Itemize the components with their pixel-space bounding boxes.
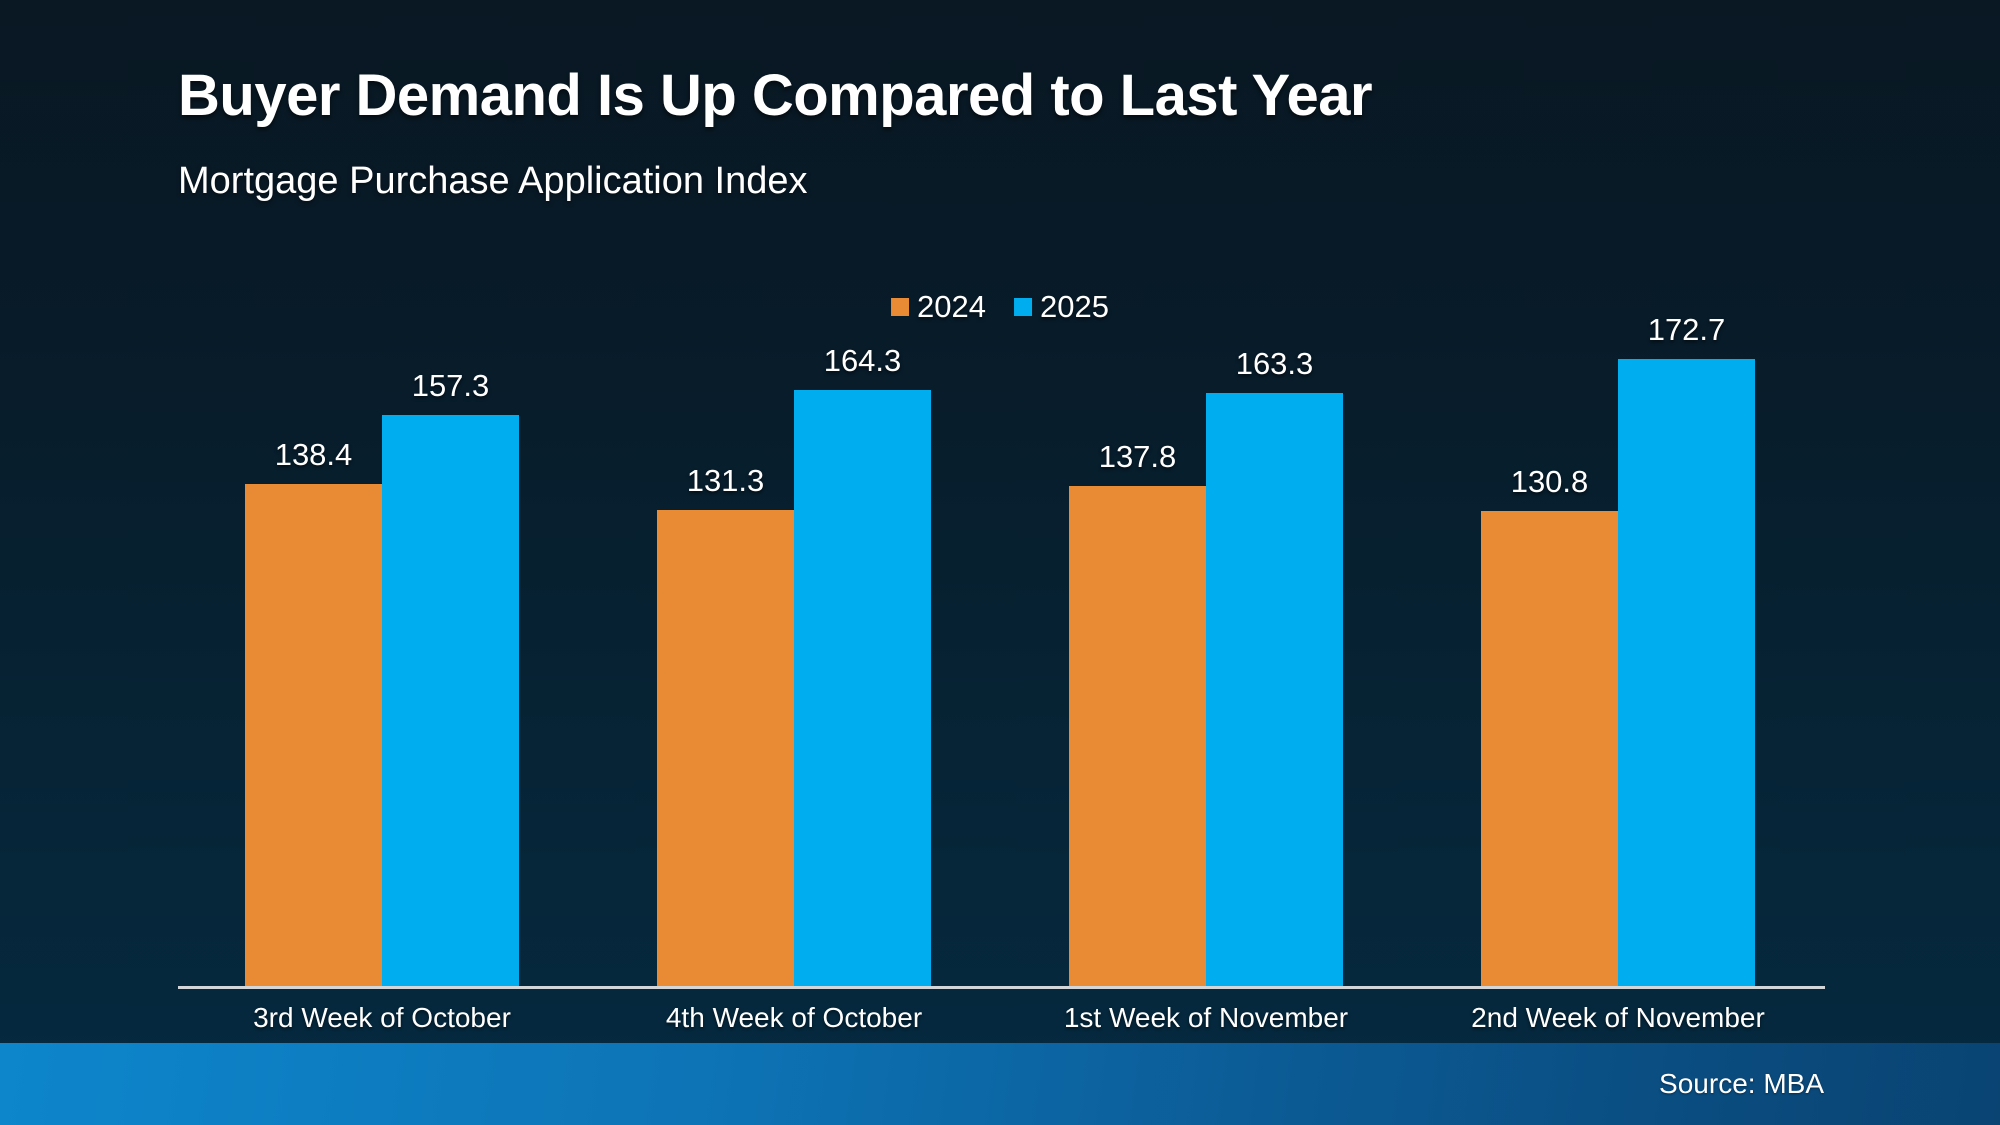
x-axis-line bbox=[178, 986, 1825, 989]
x-axis-label-group-1: 3rd Week of October bbox=[253, 1002, 511, 1033]
x-axis-label-group-2: 4th Week of October bbox=[665, 1002, 923, 1033]
legend-item-2024: 2024 bbox=[891, 289, 986, 325]
bar-value-2024-group-2: 131.3 bbox=[686, 463, 765, 498]
bar-value-2024-group-1: 138.4 bbox=[274, 437, 353, 472]
bar-value-2024-group-4: 130.8 bbox=[1510, 464, 1589, 499]
bar-value-2025-group-4: 172.7 bbox=[1647, 312, 1726, 347]
legend-swatch-2024 bbox=[891, 298, 910, 316]
legend-swatch-2025 bbox=[1014, 298, 1032, 316]
bar-2024-group-1 bbox=[245, 484, 382, 987]
bar-2025-group-3 bbox=[1206, 393, 1343, 987]
chart-legend: 2024 2025 bbox=[891, 289, 1109, 325]
legend-item-2025: 2025 bbox=[1014, 289, 1109, 325]
plot-area: 138.4 157.3 131.3 164.3 137.8 163.3 130.8 172.7 bbox=[178, 300, 1825, 987]
bar-2024-group-3 bbox=[1069, 486, 1206, 987]
bar-value-2024-group-3: 137.8 bbox=[1098, 439, 1177, 474]
page-title: Buyer Demand Is Up Compared to Last Year bbox=[178, 63, 1373, 128]
bar-2025-group-4 bbox=[1618, 359, 1755, 987]
legend-label: 2024 bbox=[917, 289, 986, 324]
x-axis-label-group-4: 2nd Week of November bbox=[1471, 1002, 1765, 1033]
x-axis-label-group-3: 1st Week of November bbox=[1063, 1002, 1349, 1033]
bar-value-2025-group-3: 163.3 bbox=[1235, 346, 1314, 381]
legend-label: 2025 bbox=[1040, 289, 1109, 324]
footer-bar: Source: MBA bbox=[0, 1043, 2000, 1125]
bar-value-2025-group-1: 157.3 bbox=[411, 368, 490, 403]
source-label: Source: MBA bbox=[1659, 1068, 1824, 1099]
bar-value-2025-group-2: 164.3 bbox=[823, 343, 902, 378]
bar-2025-group-1 bbox=[382, 415, 519, 987]
bar-2024-group-4 bbox=[1481, 511, 1618, 987]
bar-2024-group-2 bbox=[657, 510, 794, 987]
bar-2025-group-2 bbox=[794, 390, 931, 987]
chart-subtitle: Mortgage Purchase Application Index bbox=[178, 160, 808, 202]
